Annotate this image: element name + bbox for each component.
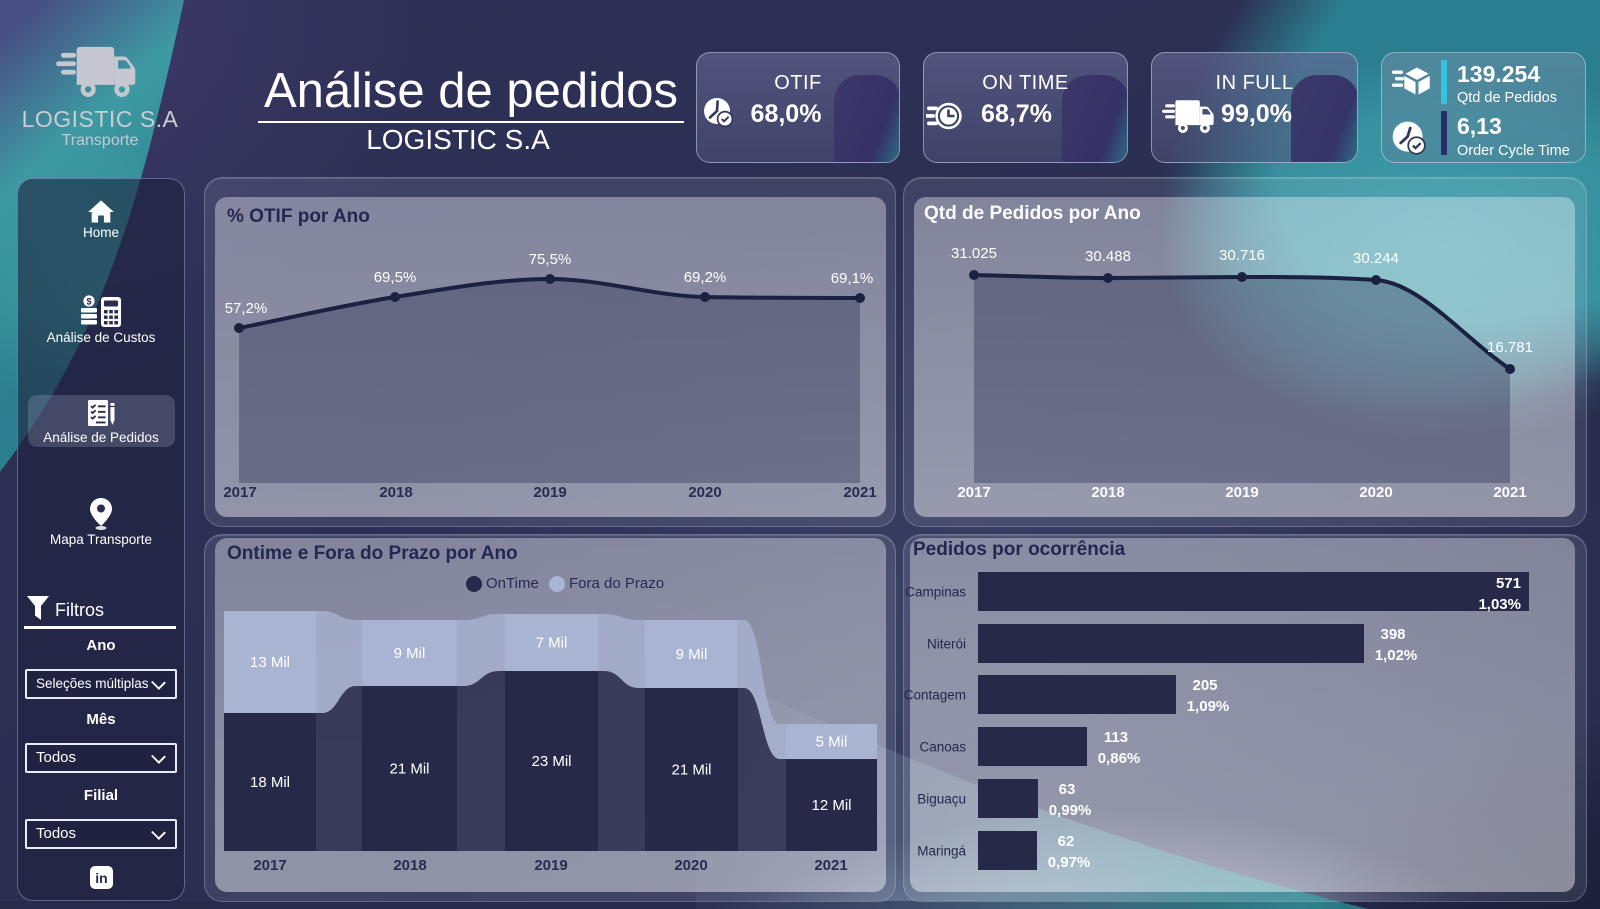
svg-text:21 Mil: 21 Mil [389,761,429,778]
svg-text:$: $ [86,296,91,306]
svg-text:2018: 2018 [393,857,426,874]
svg-text:2020: 2020 [674,857,707,874]
svg-text:57,2%: 57,2% [225,300,268,317]
svg-text:2021: 2021 [843,484,876,501]
svg-text:9 Mil: 9 Mil [394,645,426,662]
svg-text:0,97%: 0,97% [1048,854,1091,871]
svg-text:7 Mil: 7 Mil [536,635,568,652]
svg-text:16.781: 16.781 [1487,339,1533,356]
svg-text:Niterói: Niterói [927,637,966,652]
svg-text:2020: 2020 [688,484,721,501]
svg-text:205: 205 [1192,677,1217,694]
svg-text:2017: 2017 [223,484,256,501]
svg-text:69,1%: 69,1% [831,270,874,287]
svg-text:31.025: 31.025 [951,245,997,262]
svg-text:1,03%: 1,03% [1478,596,1521,613]
svg-text:13 Mil: 13 Mil [250,654,290,671]
svg-text:Campinas: Campinas [905,585,966,600]
svg-text:1,09%: 1,09% [1187,698,1230,715]
svg-text:75,5%: 75,5% [529,251,572,268]
svg-text:1,02%: 1,02% [1375,647,1418,664]
svg-text:9 Mil: 9 Mil [676,646,708,663]
svg-text:2019: 2019 [1225,484,1258,501]
svg-text:2018: 2018 [1091,484,1124,501]
svg-text:398: 398 [1380,626,1405,643]
svg-text:571: 571 [1496,575,1521,592]
svg-text:2017: 2017 [957,484,990,501]
svg-text:18 Mil: 18 Mil [250,774,290,791]
svg-text:2019: 2019 [534,857,567,874]
svg-text:2019: 2019 [533,484,566,501]
svg-text:21 Mil: 21 Mil [671,762,711,779]
svg-text:23 Mil: 23 Mil [531,753,571,770]
svg-text:5 Mil: 5 Mil [816,734,848,751]
svg-text:Canoas: Canoas [919,740,966,755]
svg-text:2018: 2018 [379,484,412,501]
svg-text:62: 62 [1058,833,1075,850]
svg-text:2021: 2021 [814,857,847,874]
svg-text:63: 63 [1059,781,1076,798]
svg-text:Maringá: Maringá [917,844,966,859]
svg-text:0,99%: 0,99% [1049,802,1092,819]
svg-text:2020: 2020 [1359,484,1392,501]
svg-text:12 Mil: 12 Mil [811,797,851,814]
svg-text:Biguaçu: Biguaçu [917,792,966,807]
svg-text:0,86%: 0,86% [1098,750,1141,767]
svg-text:69,5%: 69,5% [374,269,417,286]
svg-text:Contagem: Contagem [904,688,966,703]
svg-text:69,2%: 69,2% [684,269,727,286]
svg-text:113: 113 [1104,729,1128,746]
svg-text:30.244: 30.244 [1353,250,1399,267]
svg-text:2021: 2021 [1493,484,1526,501]
svg-text:30.716: 30.716 [1219,247,1265,264]
svg-text:30.488: 30.488 [1085,248,1131,265]
svg-text:2017: 2017 [253,857,286,874]
